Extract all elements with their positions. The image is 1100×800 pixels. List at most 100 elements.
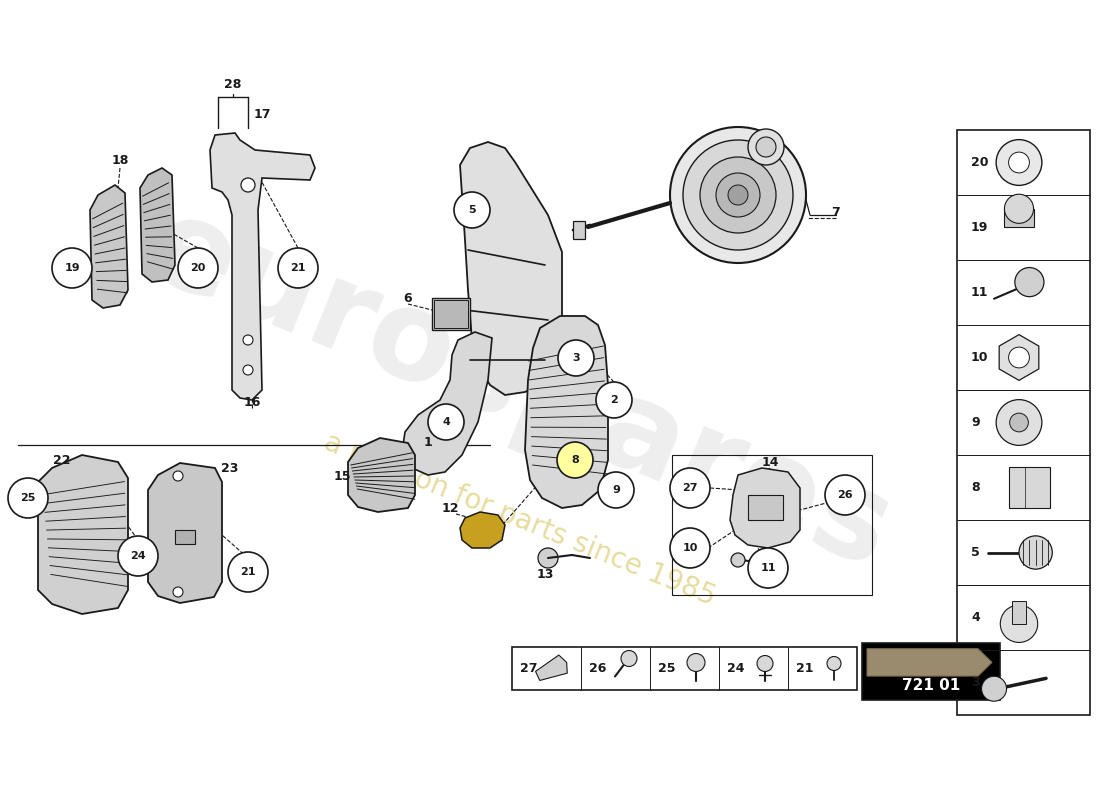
Text: 27: 27 xyxy=(520,662,538,675)
Text: 27: 27 xyxy=(682,483,697,493)
Circle shape xyxy=(728,185,748,205)
Circle shape xyxy=(1004,194,1034,223)
Circle shape xyxy=(997,400,1042,446)
Circle shape xyxy=(1000,605,1037,642)
Circle shape xyxy=(825,475,865,515)
Bar xyxy=(432,298,470,330)
Text: 3: 3 xyxy=(572,353,580,363)
Bar xyxy=(748,495,783,520)
Polygon shape xyxy=(148,463,222,603)
Circle shape xyxy=(700,157,776,233)
Bar xyxy=(512,647,857,690)
Circle shape xyxy=(688,654,705,671)
Bar xyxy=(672,455,872,595)
Bar xyxy=(862,643,1000,700)
Text: 8: 8 xyxy=(971,481,980,494)
Circle shape xyxy=(178,248,218,288)
Text: 24: 24 xyxy=(727,662,745,675)
Text: 20: 20 xyxy=(190,263,206,273)
Polygon shape xyxy=(39,455,128,614)
Circle shape xyxy=(981,676,1007,702)
Text: 25: 25 xyxy=(20,493,35,503)
Circle shape xyxy=(732,553,745,567)
Circle shape xyxy=(756,137,775,157)
Text: 15: 15 xyxy=(333,470,351,482)
Circle shape xyxy=(278,248,318,288)
Circle shape xyxy=(8,478,48,518)
Text: 11: 11 xyxy=(971,286,989,299)
Circle shape xyxy=(1009,347,1030,368)
Circle shape xyxy=(557,442,593,478)
Polygon shape xyxy=(999,334,1038,380)
Polygon shape xyxy=(402,332,492,475)
Circle shape xyxy=(173,471,183,481)
Text: 23: 23 xyxy=(221,462,239,474)
Polygon shape xyxy=(460,142,562,395)
Text: 1: 1 xyxy=(424,435,432,449)
Text: 11: 11 xyxy=(760,563,775,573)
Text: 9: 9 xyxy=(971,416,980,429)
Text: 5: 5 xyxy=(971,546,980,559)
Bar xyxy=(434,300,468,328)
Circle shape xyxy=(748,129,784,165)
Text: 4: 4 xyxy=(971,611,980,624)
Polygon shape xyxy=(140,168,175,282)
Circle shape xyxy=(1009,152,1030,173)
Text: 17: 17 xyxy=(253,109,271,122)
Polygon shape xyxy=(730,468,800,548)
Bar xyxy=(573,221,585,239)
Text: 28: 28 xyxy=(224,78,242,91)
Circle shape xyxy=(243,365,253,375)
Text: 19: 19 xyxy=(971,221,989,234)
Text: 26: 26 xyxy=(837,490,852,500)
Text: 25: 25 xyxy=(658,662,675,675)
Circle shape xyxy=(228,552,268,592)
Circle shape xyxy=(716,173,760,217)
Circle shape xyxy=(757,655,773,671)
Text: 14: 14 xyxy=(761,455,779,469)
Text: 19: 19 xyxy=(64,263,80,273)
Bar xyxy=(1004,209,1034,227)
Polygon shape xyxy=(210,133,315,400)
Circle shape xyxy=(670,528,710,568)
Circle shape xyxy=(596,382,632,418)
Circle shape xyxy=(621,650,637,666)
Circle shape xyxy=(454,192,490,228)
Circle shape xyxy=(1010,413,1028,432)
Bar xyxy=(957,130,1090,715)
Bar xyxy=(1009,466,1050,508)
Text: 721 01: 721 01 xyxy=(902,678,960,694)
Text: 7: 7 xyxy=(832,206,840,218)
Text: 9: 9 xyxy=(612,485,620,495)
Text: 21: 21 xyxy=(796,662,814,675)
Text: a passion for parts since 1985: a passion for parts since 1985 xyxy=(320,429,719,611)
Text: 16: 16 xyxy=(243,395,261,409)
Circle shape xyxy=(428,404,464,440)
Text: 2: 2 xyxy=(610,395,618,405)
Text: 3: 3 xyxy=(971,676,980,689)
Bar xyxy=(175,530,195,544)
Polygon shape xyxy=(460,512,505,548)
Text: 5: 5 xyxy=(469,205,476,215)
Text: 24: 24 xyxy=(130,551,146,561)
Text: 20: 20 xyxy=(971,156,989,169)
Polygon shape xyxy=(536,655,568,681)
Text: 4: 4 xyxy=(442,417,450,427)
Circle shape xyxy=(173,587,183,597)
Circle shape xyxy=(118,536,158,576)
Circle shape xyxy=(683,140,793,250)
Polygon shape xyxy=(90,185,128,308)
Text: 22: 22 xyxy=(53,454,70,466)
Polygon shape xyxy=(867,649,992,676)
Text: 26: 26 xyxy=(588,662,606,675)
Circle shape xyxy=(598,472,634,508)
Circle shape xyxy=(241,178,255,192)
Text: 12: 12 xyxy=(441,502,459,514)
Text: 10: 10 xyxy=(971,351,989,364)
Bar xyxy=(1012,601,1026,624)
Circle shape xyxy=(1015,267,1044,297)
Text: 18: 18 xyxy=(111,154,129,166)
Circle shape xyxy=(670,127,806,263)
Circle shape xyxy=(52,248,92,288)
Text: 21: 21 xyxy=(290,263,306,273)
